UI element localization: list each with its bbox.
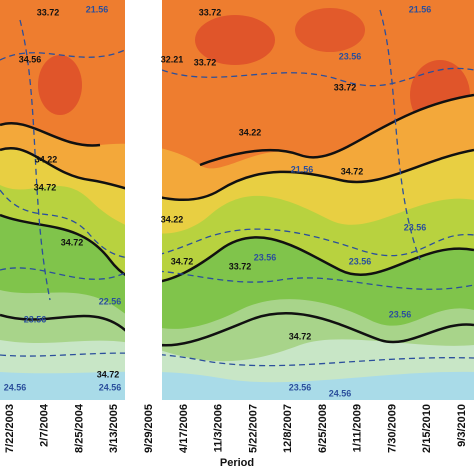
contour-label: 34.22 bbox=[35, 154, 58, 164]
contour-label: 23.56 bbox=[404, 222, 427, 232]
contour-label: 34.72 bbox=[97, 369, 120, 379]
x-tick-label: 12/8/2007 bbox=[282, 404, 294, 453]
x-tick-label: 8/25/2004 bbox=[73, 403, 85, 453]
contour-label: 24.56 bbox=[4, 382, 27, 392]
contour-label: 34.72 bbox=[171, 256, 194, 266]
x-tick-label: 5/22/2007 bbox=[247, 404, 259, 453]
x-tick-label: 9/29/2005 bbox=[143, 404, 155, 453]
contour-label: 33.72 bbox=[334, 82, 357, 92]
contour-label: 34.22 bbox=[239, 127, 262, 137]
contour-label: 24.56 bbox=[99, 382, 122, 392]
contour-label: 21.56 bbox=[291, 164, 314, 174]
x-tick-label: 2/15/2010 bbox=[421, 404, 433, 453]
x-tick-label: 6/25/2008 bbox=[317, 404, 329, 453]
contour-label: 23.56 bbox=[349, 256, 372, 266]
x-tick-label: 1/11/2009 bbox=[352, 404, 364, 452]
contour-label: 23.56 bbox=[339, 51, 362, 61]
contour-label: 34.72 bbox=[34, 182, 57, 192]
x-axis-label: Period bbox=[220, 457, 254, 469]
contour-field bbox=[0, 0, 474, 400]
contour-label: 34.72 bbox=[289, 331, 312, 341]
contour-label: 34.72 bbox=[341, 166, 364, 176]
x-tick-label: 4/17/2006 bbox=[178, 404, 190, 453]
contour-label: 23.56 bbox=[289, 382, 312, 392]
x-tick-label: 7/30/2009 bbox=[386, 404, 398, 453]
contour-label: 33.72 bbox=[37, 7, 60, 17]
x-tick-label: 7/22/2003 bbox=[4, 404, 16, 453]
contour-label: 21.56 bbox=[409, 4, 432, 14]
x-tick-label: 11/3/2006 bbox=[213, 404, 225, 452]
x-tick-label: 2/7/2004 bbox=[39, 403, 51, 447]
x-tick-label: 3/13/2005 bbox=[108, 404, 120, 453]
contour-label: 23.56 bbox=[389, 309, 412, 319]
contour-label: 32.21 bbox=[161, 54, 184, 64]
contour-label: 34.72 bbox=[61, 237, 84, 247]
contour-label: 23.56 bbox=[24, 314, 47, 324]
contour-label: 22.56 bbox=[99, 296, 122, 306]
contour-label: 33.72 bbox=[229, 261, 252, 271]
contour-label: 34.22 bbox=[161, 214, 184, 224]
contour-label: 33.72 bbox=[194, 57, 217, 67]
contour-label: 33.72 bbox=[199, 7, 222, 17]
contour-label: 21.56 bbox=[86, 4, 109, 14]
contour-label: 23.56 bbox=[254, 252, 277, 262]
contour-label: 24.56 bbox=[329, 388, 352, 398]
x-tick-label: 9/3/2010 bbox=[456, 404, 468, 447]
contour-label: 34.56 bbox=[19, 54, 42, 64]
